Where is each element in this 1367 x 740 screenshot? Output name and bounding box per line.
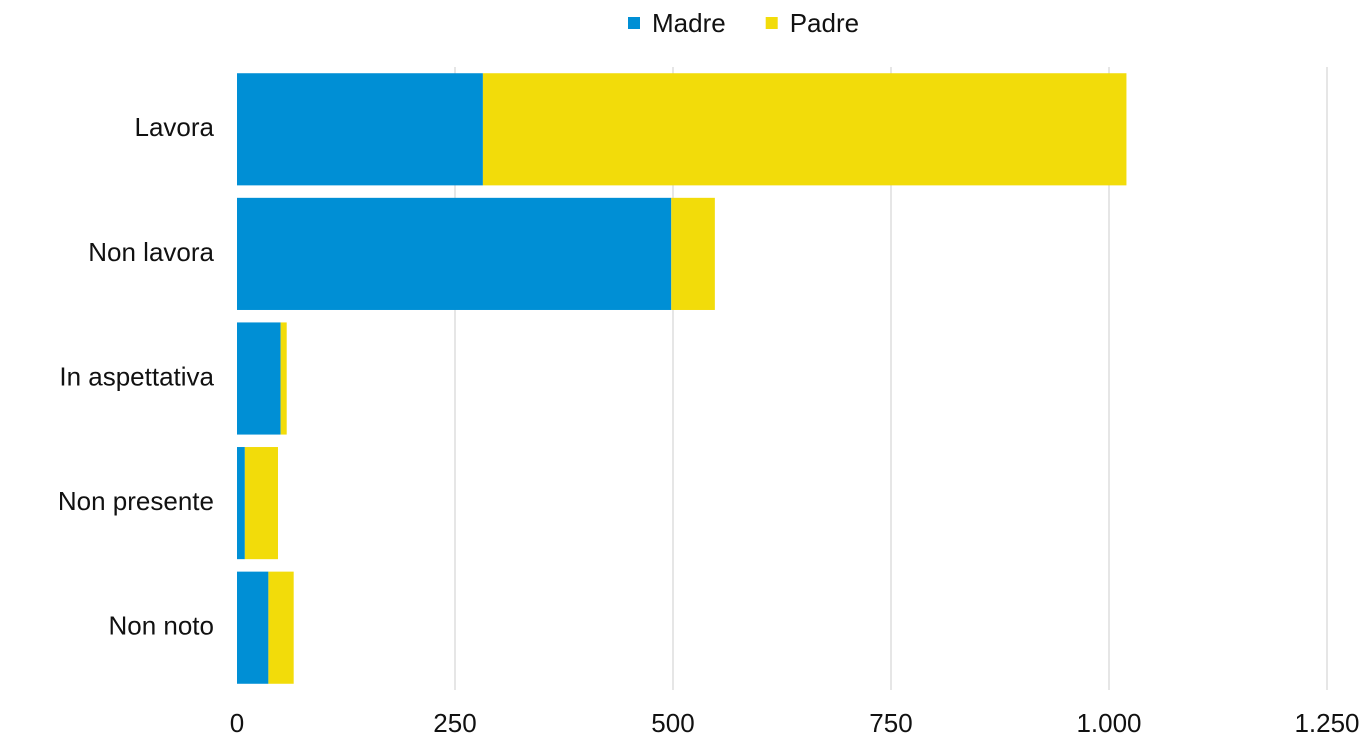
- bar-segment: [237, 447, 245, 560]
- x-tick-label: 0: [230, 708, 244, 738]
- y-tick-label: In aspettativa: [59, 361, 214, 391]
- y-tick-label: Non presente: [58, 486, 214, 516]
- bar-segment: [280, 322, 287, 435]
- bar-segment: [237, 322, 281, 435]
- x-tick-label: 250: [433, 708, 476, 738]
- bar-segment: [237, 197, 672, 310]
- legend-label: Madre: [652, 8, 726, 38]
- bar-segment: [671, 197, 715, 310]
- x-tick-label: 500: [651, 708, 694, 738]
- bar-segment: [237, 73, 483, 186]
- x-tick-label: 1.000: [1076, 708, 1141, 738]
- bar-segment: [482, 73, 1127, 186]
- y-tick-label: Lavora: [135, 112, 215, 142]
- y-tick-label: Non noto: [108, 611, 214, 641]
- x-tick-label: 1.250: [1294, 708, 1359, 738]
- bar-segment: [268, 571, 294, 684]
- bar-segment: [237, 571, 269, 684]
- bar-segment: [244, 447, 278, 560]
- x-tick-label: 750: [869, 708, 912, 738]
- legend-label: Padre: [790, 8, 859, 38]
- legend-swatch: [628, 17, 640, 29]
- legend-swatch: [765, 17, 778, 29]
- y-tick-label: Non lavora: [88, 237, 214, 267]
